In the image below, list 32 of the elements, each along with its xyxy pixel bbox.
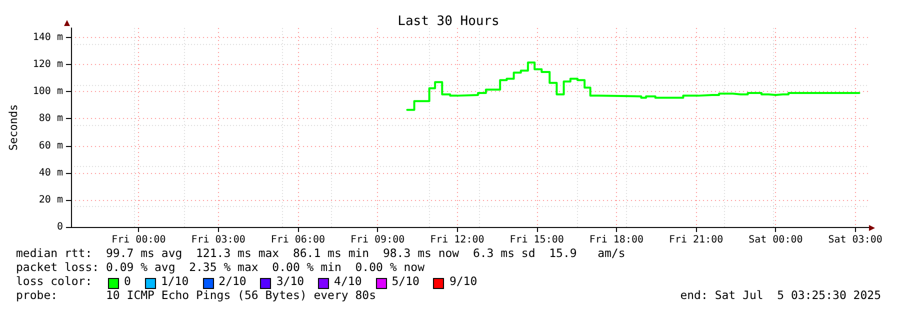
y-tick-label: 80 m — [38, 113, 63, 124]
text: 3/10 — [276, 274, 304, 288]
text: 1/10 — [160, 274, 189, 288]
chart-title: Last 30 Hours — [398, 14, 500, 29]
x-tick-label: Fri 21:00 — [668, 234, 724, 246]
text: 4/10 — [334, 274, 362, 288]
y-tick-label: 40 m — [38, 167, 63, 178]
text: 2/10 — [218, 274, 246, 288]
text: end: Sat Jul 5 03:25:30 2025 — [680, 288, 881, 302]
x-tick-label: Fri 18:00 — [589, 234, 644, 246]
text: 0 — [124, 274, 131, 288]
y-tick-label: 140 m — [32, 32, 63, 43]
y-tick-label: 0 — [56, 222, 63, 232]
x-tick-label: Fri 12:00 — [430, 234, 484, 246]
text: 5/10 — [392, 274, 420, 288]
y-tick-label: 100 m — [32, 86, 63, 98]
x-tick-label: Fri 06:00 — [270, 234, 326, 246]
text: probe: 10 ICMP Echo Pings (56 Bytes) every 80s — [16, 288, 376, 302]
x-tick-label: Sat 03:00 — [828, 234, 882, 246]
x-tick-label: Fri 09:00 — [350, 234, 405, 246]
text: median rtt: 99.7 ms avg 121.3 ms max 86.1 ms min 98.3 ms now 6.3 ms sd 15.9 am/s — [16, 246, 626, 260]
text: loss color: — [16, 274, 92, 288]
x-tick-label: Fri 15:00 — [510, 234, 564, 246]
x-tick-label: Fri 00:00 — [112, 234, 166, 246]
text: packet loss: 0.09 % avg 2.35 % max 0.00 % min 0.00 % now — [16, 260, 424, 274]
x-tick-label: Fri 03:00 — [191, 234, 246, 246]
y-tick-label: 20 m — [38, 194, 63, 206]
y-axis-title: Seconds — [7, 104, 20, 151]
text: 9/10 — [449, 274, 478, 288]
y-tick-label: 120 m — [32, 59, 63, 70]
x-tick-label: Sat 00:00 — [748, 234, 803, 246]
y-tick-label: 60 m — [38, 140, 63, 152]
